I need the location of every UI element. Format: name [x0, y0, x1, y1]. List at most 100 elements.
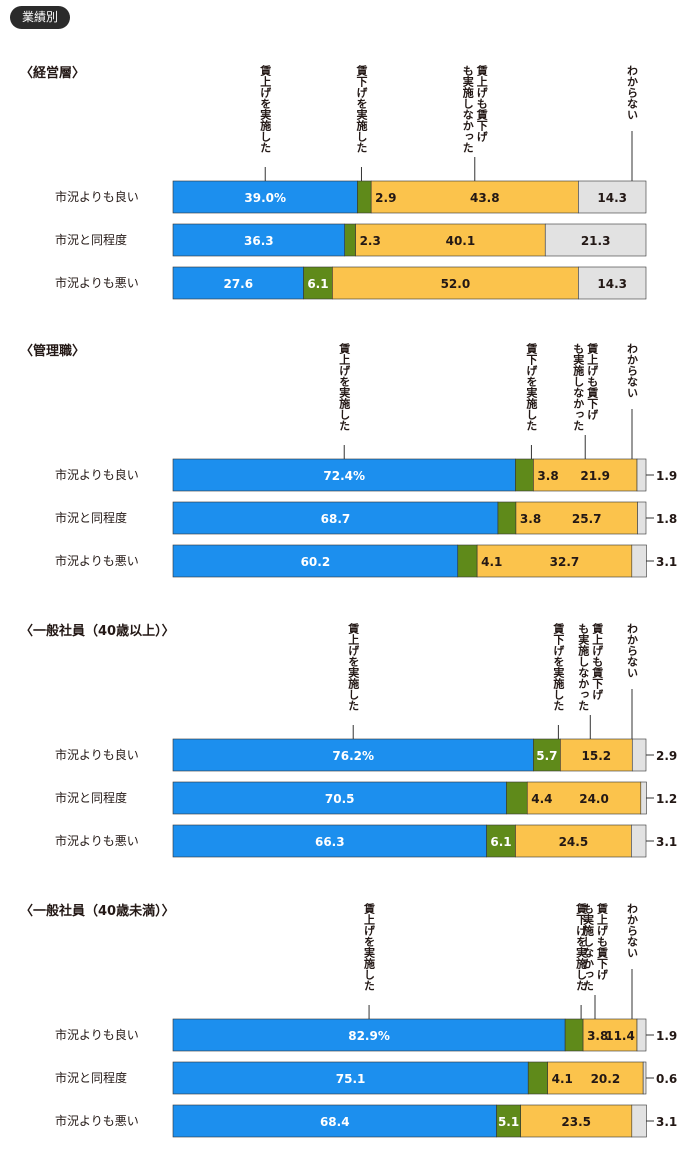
- bar-segment: [533, 738, 561, 772]
- bar-segment: [578, 266, 647, 300]
- bar-segment: [497, 501, 517, 535]
- bar-segment: [357, 180, 372, 214]
- data-label-raise: 27.6: [223, 277, 253, 291]
- bar-segment: [172, 1061, 529, 1095]
- row-label: 市況と同程度: [55, 790, 127, 805]
- data-label-cut: 4.4: [531, 792, 552, 806]
- bar-segment: [547, 1061, 644, 1095]
- panel-title: 〈管理職〉: [20, 343, 85, 359]
- bar-segment: [564, 1018, 584, 1052]
- data-label-cut: 2.9: [375, 191, 396, 205]
- section-badge: 業績別: [10, 6, 70, 29]
- data-label-cut: 3.8: [537, 469, 558, 483]
- data-label-unknown: 3.1: [656, 1115, 677, 1129]
- data-label-cut: 3.8: [587, 1029, 608, 1043]
- bar-segment: [172, 501, 499, 535]
- data-label-neither: 43.8: [470, 191, 500, 205]
- bar-segment: [582, 1018, 638, 1052]
- row-label: 市況よりも良い: [55, 467, 139, 482]
- column-header: わからない: [626, 903, 639, 958]
- column-header: わからない: [626, 65, 639, 120]
- data-label-neither: 11.4: [605, 1029, 635, 1043]
- data-label-neither: 24.5: [559, 835, 589, 849]
- bar-segment: [172, 781, 507, 815]
- data-label-unknown: 3.1: [656, 835, 677, 849]
- bar-segment: [303, 266, 333, 300]
- bar-segment: [172, 1018, 566, 1052]
- data-label-neither: 15.2: [582, 749, 612, 763]
- data-label-cut: 6.1: [490, 835, 511, 849]
- panel-title: 〈経営層〉: [20, 65, 85, 81]
- column-header: わからない: [626, 343, 639, 398]
- column-header-neither: 賃上げも賃下げ: [475, 64, 489, 143]
- panel-title: 〈一般社員（40歳未満）〉: [20, 903, 175, 919]
- data-label-cut: 5.7: [536, 749, 557, 763]
- data-label-raise: 39.0%: [244, 191, 286, 205]
- data-label-neither: 21.9: [580, 469, 610, 483]
- bar-segment: [457, 544, 478, 578]
- bar-segment: [578, 180, 647, 214]
- data-label-unknown: 14.3: [597, 191, 627, 205]
- data-label-unknown: 2.9: [656, 749, 677, 763]
- column-header-neither-line2: も実施しなかった: [577, 623, 590, 711]
- column-header: 賃上げを実施した: [338, 342, 352, 431]
- data-label-raise: 82.9%: [348, 1029, 390, 1043]
- panel-title: 〈一般社員（40歳以上）〉: [20, 623, 175, 639]
- row-label: 市況と同程度: [55, 1070, 127, 1085]
- column-header-neither-line2: も実施しなかった: [461, 65, 474, 153]
- bar-segment: [506, 781, 528, 815]
- bar-segment: [355, 223, 546, 257]
- column-header: 賃下げを実施した: [575, 902, 589, 991]
- data-label-cut: 4.1: [552, 1072, 573, 1086]
- data-label-unknown: 1.9: [656, 1029, 677, 1043]
- column-header: 賃上げを実施した: [363, 902, 377, 991]
- data-label-neither: 25.7: [572, 512, 602, 526]
- row-label: 市況よりも良い: [55, 747, 139, 762]
- column-header-neither-line2: も実施しなかった: [582, 903, 595, 991]
- data-label-unknown: 3.1: [656, 555, 677, 569]
- bar-segment: [642, 1061, 647, 1095]
- data-label-unknown: 14.3: [597, 277, 627, 291]
- bar-segment: [637, 501, 647, 535]
- bar-segment: [527, 1061, 548, 1095]
- data-label-raise: 66.3: [315, 835, 345, 849]
- bar-segment: [172, 458, 516, 492]
- bar-segment: [476, 544, 633, 578]
- data-label-raise: 68.4: [320, 1115, 350, 1129]
- column-header-neither-line2: も実施しなかった: [572, 343, 585, 431]
- bar-segment: [526, 781, 642, 815]
- data-label-unknown: 21.3: [581, 234, 611, 248]
- data-label-neither: 32.7: [550, 555, 580, 569]
- bar-segment: [172, 824, 487, 858]
- bar-segment: [631, 1104, 647, 1138]
- bar-segment: [631, 738, 647, 772]
- row-label: 市況よりも悪い: [55, 275, 139, 290]
- data-label-neither: 24.0: [579, 792, 609, 806]
- data-label-raise: 68.7: [321, 512, 351, 526]
- row-label: 市況よりも悪い: [55, 833, 139, 848]
- column-header-neither: 賃上げも賃下げ: [586, 342, 600, 421]
- column-header-neither: 賃上げも賃下げ: [591, 622, 605, 701]
- row-label: 市況よりも悪い: [55, 1113, 139, 1128]
- data-label-neither: 52.0: [441, 277, 471, 291]
- data-label-neither: 23.5: [561, 1115, 591, 1129]
- bar-segment: [172, 266, 304, 300]
- bar-segment: [515, 458, 534, 492]
- data-label-unknown: 1.8: [656, 512, 677, 526]
- data-label-neither: 40.1: [446, 234, 476, 248]
- bar-segment: [640, 781, 647, 815]
- row-label: 市況よりも良い: [55, 189, 139, 204]
- bar-segment: [631, 824, 647, 858]
- data-label-raise: 75.1: [336, 1072, 366, 1086]
- data-label-raise: 76.2%: [332, 749, 374, 763]
- bar-segment: [172, 544, 459, 578]
- column-header: 賃下げを実施した: [552, 622, 566, 711]
- data-label-neither: 20.2: [591, 1072, 621, 1086]
- column-header: わからない: [626, 623, 639, 678]
- row-label: 市況と同程度: [55, 232, 127, 247]
- row-label: 市況よりも良い: [55, 1027, 139, 1042]
- bar-segment: [332, 266, 579, 300]
- bar-segment: [344, 223, 356, 257]
- data-label-raise: 60.2: [301, 555, 331, 569]
- data-label-raise: 36.3: [244, 234, 274, 248]
